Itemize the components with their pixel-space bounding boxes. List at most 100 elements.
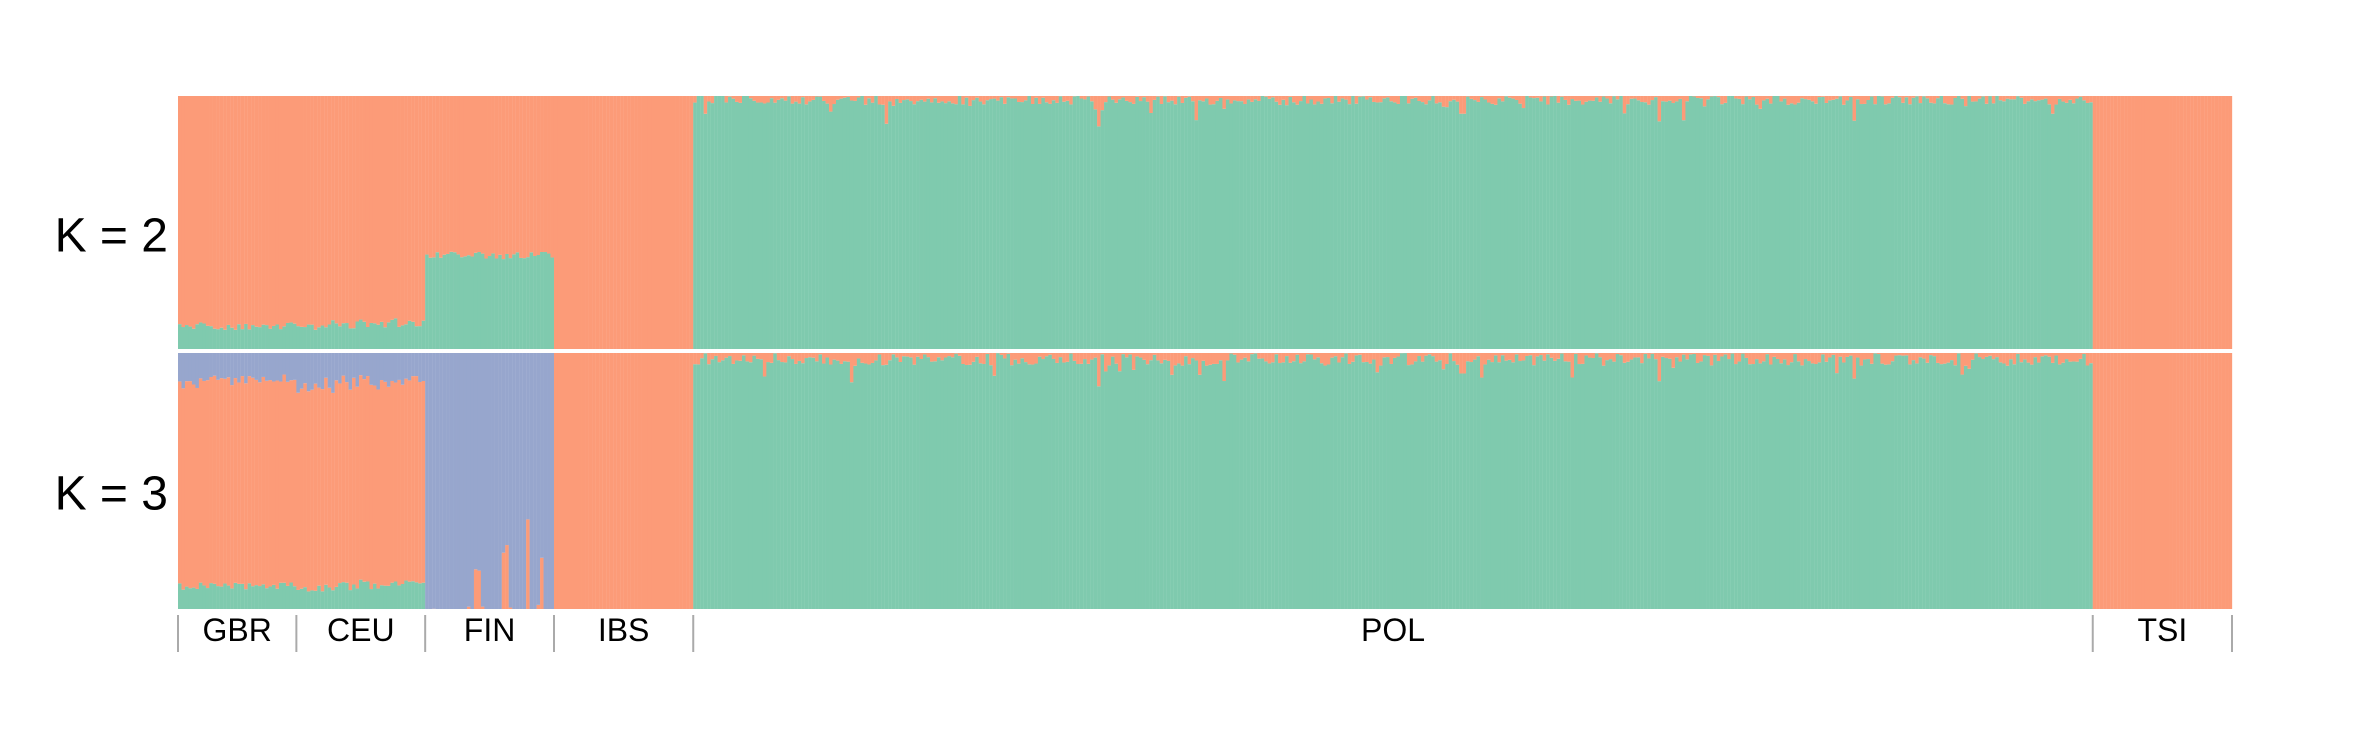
bar-pol-green (697, 364, 701, 609)
bar-pol-green (1738, 99, 1742, 349)
bar-pol-green (693, 103, 697, 349)
bar-pol-orange (1790, 96, 1794, 103)
bar-fin-green (551, 257, 555, 349)
bar-pol-orange (1410, 353, 1414, 364)
bar-pol-orange (1069, 96, 1073, 104)
bar-pol-green (1417, 101, 1421, 349)
bar-pol-orange (1550, 353, 1554, 358)
bar-pol-orange (1390, 96, 1394, 101)
bar-pol-green (1682, 120, 1686, 349)
bar-pol-orange (1184, 96, 1188, 98)
bar-ceu-blue (394, 353, 398, 383)
bar-pol-green (808, 101, 812, 349)
bar-gbr-orange (269, 96, 273, 329)
bar-pol-green (1964, 106, 1968, 349)
bar-pol-orange (700, 353, 704, 358)
bar-ceu-orange (352, 96, 356, 328)
bar-pol-orange (1167, 353, 1171, 361)
bar-pol-orange (742, 353, 746, 355)
bar-pol-green (1156, 97, 1160, 349)
bar-pol-green (836, 361, 840, 609)
bar-pol-orange (1971, 96, 1975, 102)
bar-pol-orange (1296, 96, 1300, 105)
bar-ibs-orange (676, 353, 680, 609)
bar-ceu-orange (422, 96, 426, 321)
bar-ceu-green (300, 589, 304, 609)
bar-pol-orange (752, 96, 756, 101)
bar-pol-green (1087, 364, 1091, 609)
population-label-ibs: IBS (598, 612, 650, 648)
bar-fin-blue (547, 353, 551, 609)
bar-gbr-orange (279, 382, 283, 583)
bar-ibs-orange (561, 353, 565, 609)
bar-ceu-green (404, 581, 408, 609)
bar-pol-orange (1327, 96, 1331, 98)
bar-pol-orange (2041, 353, 2045, 356)
bar-pol-orange (1362, 353, 1366, 362)
bar-pol-green (1713, 355, 1717, 609)
bar-pol-green (1745, 358, 1749, 609)
bar-pol-orange (2044, 353, 2048, 355)
bar-pol-orange (2027, 353, 2031, 363)
bar-pol-green (1957, 353, 1961, 609)
bar-pol-green (1511, 99, 1515, 349)
bar-gbr-green (289, 583, 293, 609)
bar-pol-green (940, 360, 944, 609)
bar-gbr-green (241, 329, 245, 349)
bar-pol-orange (1936, 96, 1940, 98)
bar-pol-green (1000, 355, 1004, 609)
bar-pol-green (1101, 354, 1105, 609)
bar-pol-green (1135, 356, 1139, 609)
bar-pol-green (2023, 359, 2027, 609)
bar-pol-orange (1598, 96, 1602, 102)
bar-pol-green (2058, 364, 2062, 609)
bar-gbr-green (178, 324, 182, 349)
bar-pol-orange (801, 96, 805, 97)
bar-ceu-orange (373, 386, 377, 584)
bar-ceu-orange (359, 375, 363, 579)
bar-pol-green (1926, 363, 1930, 609)
bar-pol-orange (1170, 96, 1174, 101)
bar-tsi-orange (2100, 96, 2104, 349)
bar-pol-orange (832, 96, 836, 104)
bar-pol-green (1699, 98, 1703, 349)
bar-pol-orange (1104, 96, 1108, 102)
bar-pol-orange (794, 96, 798, 102)
bar-pol-green (805, 104, 809, 349)
bar-pol-green (732, 99, 736, 349)
bar-pol-orange (2037, 96, 2041, 100)
bar-ceu-blue (321, 353, 325, 389)
bar-pol-green (791, 359, 795, 609)
bar-gbr-blue (230, 353, 234, 385)
bar-pol-green (853, 366, 857, 609)
bar-pol-orange (1264, 96, 1268, 97)
bar-ibs-orange (617, 353, 621, 609)
bar-pol-green (1233, 355, 1237, 609)
bar-pol-green (1675, 357, 1679, 609)
bar-fin-green (432, 257, 436, 349)
bar-pol-green (1125, 357, 1129, 609)
bar-pol-green (979, 363, 983, 609)
bar-pol-green (1407, 103, 1411, 349)
bar-pol-green (1532, 98, 1536, 349)
bar-pol-green (1372, 102, 1376, 349)
bar-pol-orange (812, 96, 816, 100)
bar-ibs-orange (554, 353, 558, 609)
bar-pol-orange (2068, 353, 2072, 362)
bar-pol-orange (1341, 96, 1345, 98)
bar-tsi-orange (2190, 353, 2194, 609)
bar-pol-green (1069, 353, 1073, 609)
bar-tsi-orange (2187, 353, 2191, 609)
bar-gbr-blue (258, 353, 262, 382)
bar-pol-green (1619, 355, 1623, 609)
bar-pol-orange (1470, 96, 1474, 99)
bar-pol-green (1598, 357, 1602, 609)
bar-pol-orange (1313, 96, 1317, 104)
bar-pol-green (1271, 362, 1275, 609)
bar-pol-green (1083, 99, 1087, 349)
bar-pol-green (1734, 364, 1738, 609)
bar-pol-green (1995, 357, 1999, 609)
bar-gbr-orange (286, 382, 290, 586)
bar-pol-green (1403, 353, 1407, 609)
bar-pol-green (1637, 357, 1641, 609)
